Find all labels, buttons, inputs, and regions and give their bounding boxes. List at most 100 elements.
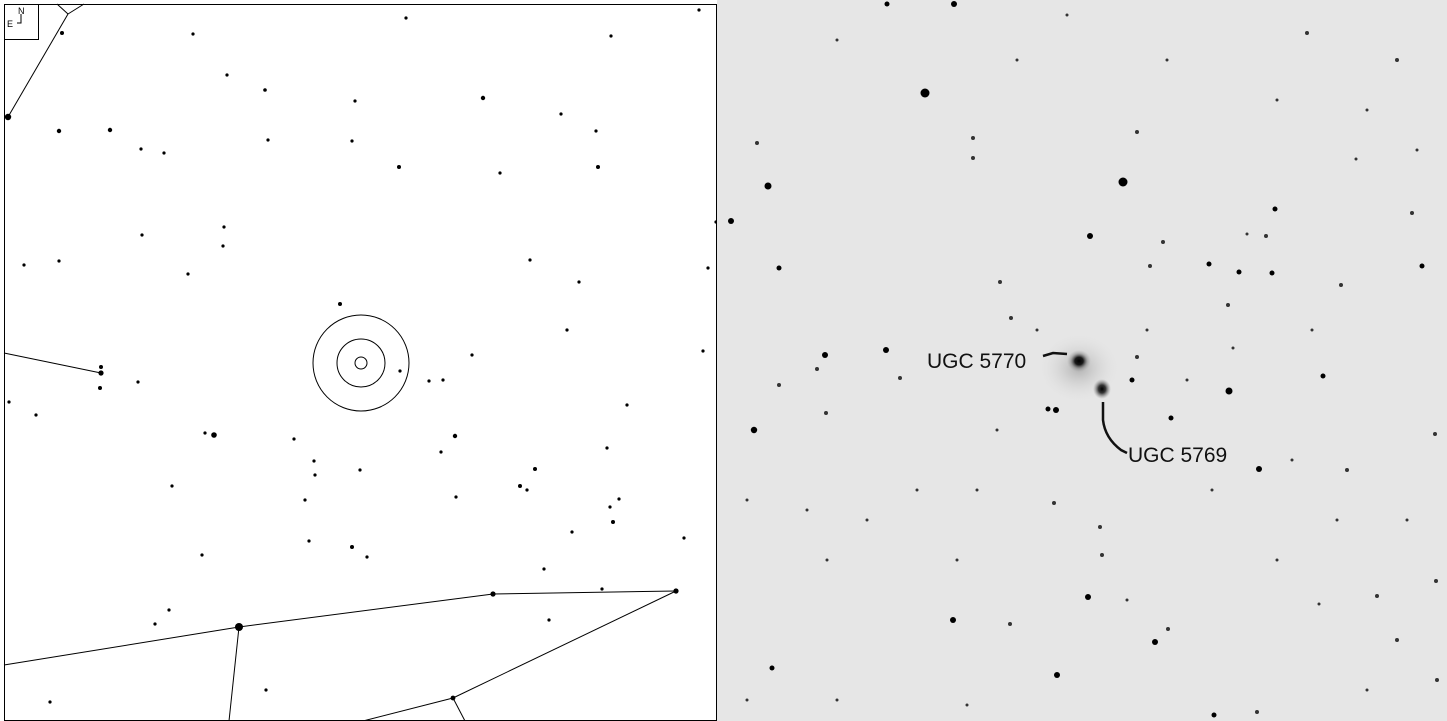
- constellation-line: [492, 590, 677, 595]
- sky-star: [825, 558, 829, 562]
- chart-star: [98, 386, 102, 390]
- chart-star: [307, 539, 311, 543]
- sky-star: [1375, 594, 1379, 598]
- galaxy-ugc5769: [1093, 379, 1111, 399]
- sky-survey-image: UGC 5770 UGC 5769: [717, 0, 1447, 721]
- sky-star: [728, 218, 734, 224]
- sky-star: [1206, 261, 1212, 267]
- chart-star: [48, 700, 52, 704]
- sky-star: [1098, 525, 1102, 529]
- chart-star: [358, 468, 362, 472]
- chart-star: [136, 380, 140, 384]
- sky-star: [1275, 558, 1279, 562]
- sky-star: [951, 1, 957, 7]
- ugc5770-leader-line: [1042, 351, 1068, 358]
- sky-star: [815, 367, 819, 371]
- sky-star: [764, 182, 772, 190]
- sky-star: [1087, 233, 1093, 239]
- chart-star: [570, 530, 574, 534]
- chart-star: [439, 450, 443, 454]
- chart-star: [528, 258, 532, 262]
- chart-star: [452, 433, 458, 439]
- chart-star: [211, 432, 217, 438]
- chart-stars: [4, 8, 717, 704]
- sky-star: [1100, 553, 1104, 557]
- sky-stars: [728, 1, 1439, 718]
- sky-star: [915, 488, 919, 492]
- chart-star: [7, 400, 11, 404]
- sky-star: [1433, 432, 1437, 436]
- chart-star: [200, 553, 204, 557]
- sky-star: [1168, 415, 1174, 421]
- sky-star: [1165, 58, 1169, 62]
- chart-star: [609, 34, 613, 38]
- sky-star: [1225, 387, 1233, 395]
- chart-star: [140, 233, 144, 237]
- chart-star: [404, 16, 408, 20]
- chart-star: [186, 272, 190, 276]
- sky-star: [745, 498, 749, 502]
- chart-frame: [4, 4, 717, 721]
- sky-star: [971, 136, 975, 140]
- sky-star: [1210, 488, 1214, 492]
- sky-star: [1345, 468, 1349, 472]
- sky-star: [1410, 211, 1414, 215]
- sky-star: [1290, 458, 1294, 462]
- chart-star: [498, 171, 502, 175]
- target-inner-ring: [354, 356, 368, 370]
- chart-star: [697, 8, 701, 12]
- sky-star: [1419, 263, 1425, 269]
- chart-star: [470, 353, 474, 357]
- constellation-line: [67, 3, 85, 15]
- constellation-line: [228, 626, 240, 721]
- ugc5770-label: UGC 5770: [927, 350, 1026, 373]
- sky-star: [745, 698, 749, 702]
- sky-star: [1269, 270, 1275, 276]
- chart-star: [225, 73, 229, 77]
- chart-star: [22, 263, 26, 267]
- chart-star: [605, 446, 609, 450]
- sky-star: [1135, 355, 1139, 359]
- compass-east-label: E: [7, 19, 13, 29]
- sky-star: [865, 518, 869, 522]
- sky-star: [750, 426, 758, 434]
- chart-star: [312, 459, 316, 463]
- sky-star: [1035, 328, 1039, 332]
- chart-star: [162, 151, 166, 155]
- sky-star: [1415, 148, 1419, 152]
- sky-star: [1236, 269, 1242, 275]
- chart-star: [350, 139, 354, 143]
- sky-star: [950, 617, 956, 623]
- sky-star: [805, 508, 809, 512]
- sky-star: [1310, 328, 1314, 332]
- chart-star: [34, 413, 38, 417]
- finder-chart-svg: N E: [3, 3, 717, 721]
- sky-star: [1045, 406, 1051, 412]
- sky-star: [1118, 177, 1128, 187]
- chart-star: [427, 379, 431, 383]
- chart-star: [292, 437, 296, 441]
- compass-arrows: [17, 14, 22, 24]
- chart-star: [706, 266, 710, 270]
- chart-star: [235, 623, 243, 631]
- sky-star: [1395, 58, 1399, 62]
- chart-star: [170, 484, 174, 488]
- sky-star: [965, 703, 969, 707]
- constellation-line: [452, 590, 677, 699]
- constellation-line: [56, 3, 69, 15]
- chart-star: [99, 365, 103, 369]
- sky-image-svg: UGC 5770 UGC 5769: [717, 0, 1447, 721]
- sky-star: [1009, 316, 1013, 320]
- chart-star: [98, 370, 104, 376]
- chart-star: [625, 403, 629, 407]
- chart-star: [600, 587, 604, 591]
- sky-star: [1145, 328, 1149, 332]
- sky-star: [1275, 98, 1279, 102]
- chart-star: [266, 138, 270, 142]
- chart-star: [365, 555, 369, 559]
- sky-star: [769, 665, 775, 671]
- sky-star: [1085, 594, 1091, 600]
- chart-star: [565, 328, 569, 332]
- sky-star: [1054, 672, 1060, 678]
- constellation-line: [7, 13, 69, 118]
